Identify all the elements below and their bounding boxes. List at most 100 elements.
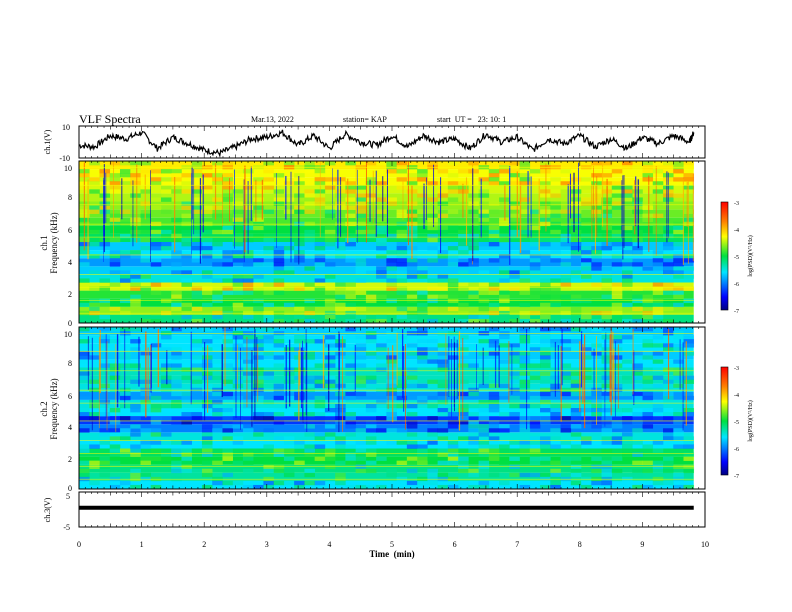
ch1-cell xyxy=(601,274,613,279)
ch1-cell xyxy=(376,266,387,271)
ch1-cell xyxy=(406,173,418,178)
ch1-cell xyxy=(109,258,121,263)
ch2-cell xyxy=(488,428,500,433)
ch1-cell xyxy=(232,250,244,255)
ch1-cell xyxy=(427,318,438,324)
ch1-cell xyxy=(345,318,356,324)
ch2-cell xyxy=(212,343,223,348)
ch2-cell xyxy=(355,428,367,433)
ch2-cell xyxy=(611,347,623,352)
ch1-cell xyxy=(652,213,664,218)
ch2-cell xyxy=(601,480,613,486)
ch2-cell xyxy=(119,363,131,368)
ch2-cell xyxy=(458,351,469,356)
ch1-cell xyxy=(581,266,592,271)
ch1-cell xyxy=(376,161,387,166)
ch2-cell xyxy=(652,383,664,389)
ch2-cell xyxy=(89,416,100,421)
ch1-cell xyxy=(242,282,254,287)
ch2-cell xyxy=(642,416,654,421)
ch1-cell xyxy=(376,225,387,231)
ch1-cell xyxy=(611,314,623,320)
ch2-cell xyxy=(437,436,449,441)
ch2-cell xyxy=(314,403,326,409)
ch1-cell xyxy=(335,290,346,295)
ch1-cell xyxy=(447,181,459,186)
ch2-cell xyxy=(283,436,295,441)
ch1-cell xyxy=(242,169,254,174)
ch2-cell xyxy=(242,375,254,380)
ch2-cell xyxy=(191,371,203,376)
ch2-cell xyxy=(406,395,418,401)
ch1-cell xyxy=(519,314,531,320)
ch2-cell xyxy=(591,480,602,486)
ch2-cell xyxy=(294,460,305,465)
ch1-cell xyxy=(150,177,162,182)
ch2-cell xyxy=(540,472,551,478)
ch1-cell xyxy=(386,169,397,174)
ch2-cell xyxy=(611,468,623,474)
ch1-colorbar-tick-m7: -7 xyxy=(734,309,739,315)
ch1-cell xyxy=(622,185,633,190)
ch2-cell xyxy=(468,403,479,409)
ch1-cell xyxy=(355,205,367,210)
ch1-cell xyxy=(376,217,387,223)
ch1-cell xyxy=(324,314,336,320)
ch2-cell xyxy=(222,327,233,332)
ch2-cell xyxy=(253,416,264,421)
ch2-cell xyxy=(201,460,213,465)
ch2-cell xyxy=(611,440,623,445)
ch1-cell xyxy=(406,177,418,182)
ch2-cell xyxy=(447,339,459,344)
ch2-cell xyxy=(611,456,623,461)
ch1-cell xyxy=(468,201,479,206)
ch1-cell xyxy=(529,201,541,206)
ch1-cell xyxy=(622,282,633,287)
ch2-cell xyxy=(99,327,111,332)
ch1-cell xyxy=(662,302,674,308)
ch1-cell xyxy=(181,282,193,287)
ch1-cell xyxy=(570,246,582,251)
ch1-cell xyxy=(150,193,162,198)
ch1-cell xyxy=(662,290,674,295)
ch2-cell xyxy=(406,343,418,348)
time-tick-label-6: 6 xyxy=(453,540,457,549)
ch2-cell xyxy=(396,371,408,376)
ch1-cell xyxy=(550,213,561,218)
ch2-cell xyxy=(550,416,561,421)
ch1-cell xyxy=(509,213,520,218)
ch1-cell xyxy=(376,246,387,251)
ch2-cell xyxy=(570,456,582,461)
ch2-cell xyxy=(642,484,654,490)
ch3-ytick-bottom: -5 xyxy=(63,523,70,532)
ch1-cell xyxy=(673,290,684,295)
ch1-cell xyxy=(396,185,408,190)
ch1-cell xyxy=(345,258,356,263)
ch2-cell xyxy=(232,420,244,425)
ch2-cell xyxy=(458,412,469,417)
ch1-cell xyxy=(171,302,182,308)
ch1-cell xyxy=(581,298,592,304)
ch1-cell xyxy=(304,225,315,231)
ch2-cell xyxy=(191,412,203,417)
ch2-cell xyxy=(181,464,193,470)
ch2-cell xyxy=(242,399,254,405)
ch1-cell xyxy=(191,294,203,299)
ch2-cell xyxy=(130,403,141,409)
ch1-cell xyxy=(396,290,408,295)
ch1-colorbar xyxy=(720,201,729,311)
ch1-cell xyxy=(89,270,100,275)
ch1-cell xyxy=(673,177,684,182)
ch1-cell xyxy=(171,173,182,178)
ch1-cell xyxy=(89,161,100,166)
ch2-cell xyxy=(212,391,223,397)
ch2-cell xyxy=(427,416,438,421)
ch2-cell xyxy=(540,391,551,397)
ch2-cell xyxy=(273,395,285,401)
ch2-cell xyxy=(529,420,541,425)
ch1-cell xyxy=(222,161,233,166)
ch2-cell xyxy=(314,379,326,384)
ch1-cell xyxy=(427,181,438,186)
ch2-cell xyxy=(437,363,449,368)
ch1-cell xyxy=(581,314,592,320)
